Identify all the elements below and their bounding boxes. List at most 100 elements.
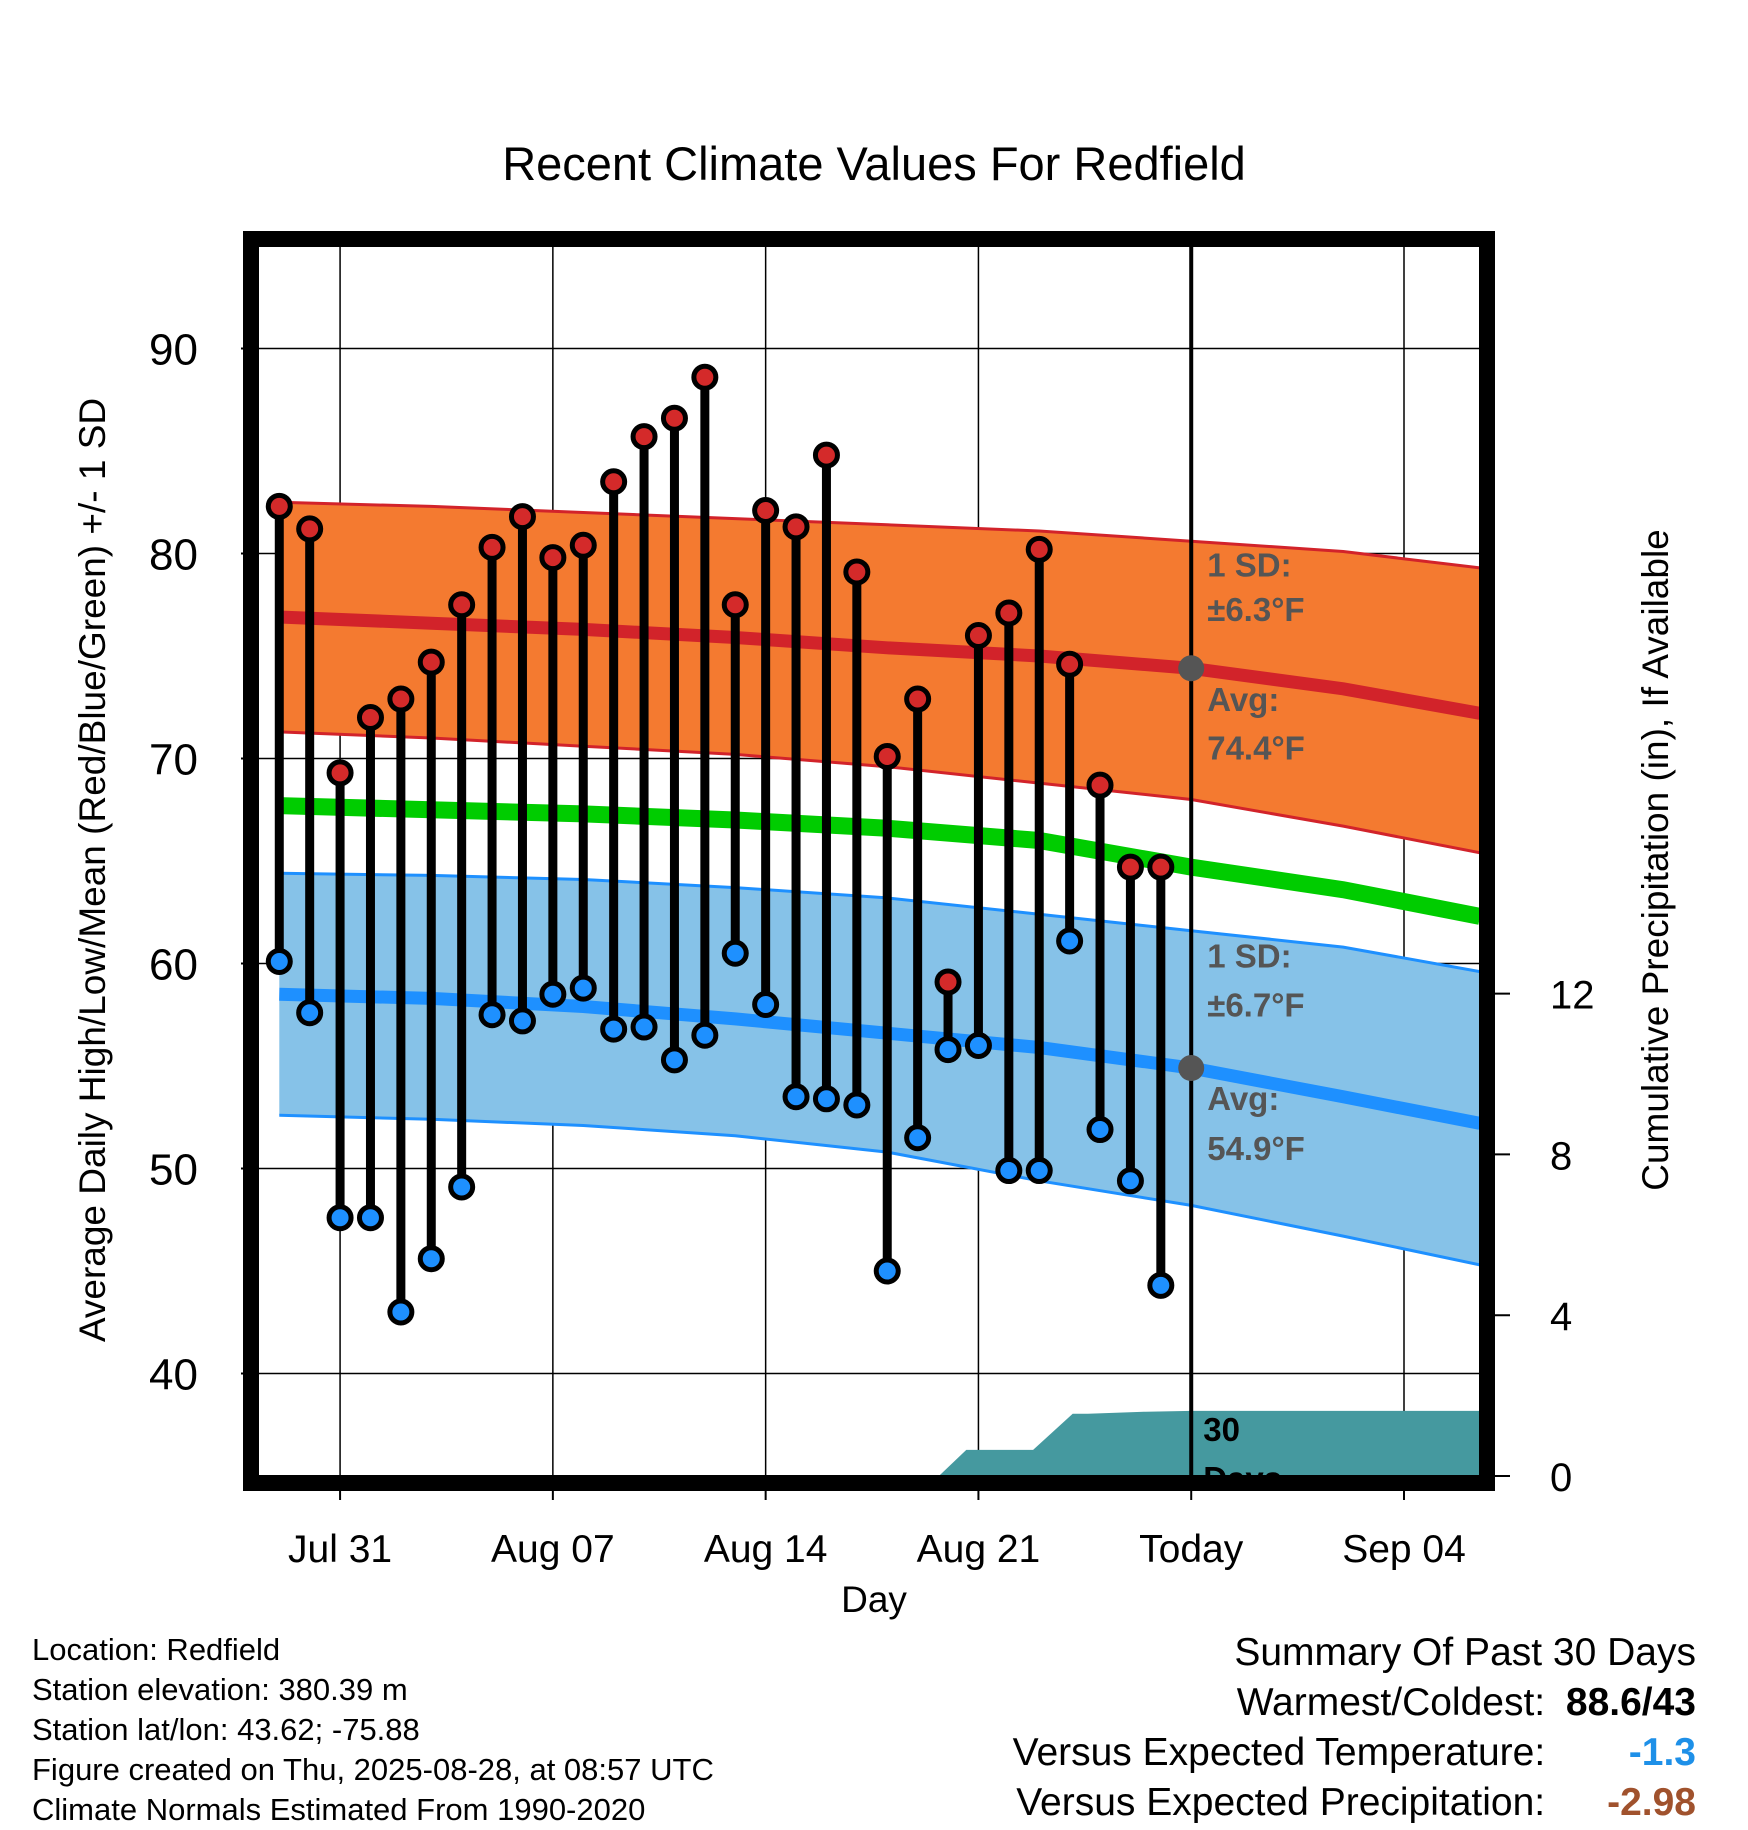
y-tick-label: 60 <box>149 941 198 990</box>
x-axis-label: Day <box>841 1579 907 1620</box>
daily-low-point <box>1116 1167 1144 1195</box>
normals-text: Climate Normals Estimated From 1990-2020 <box>32 1792 646 1827</box>
daily-high-point <box>660 404 688 432</box>
daily-high-point <box>812 441 840 469</box>
daily-low-point <box>1025 1157 1053 1185</box>
daily-low-point <box>326 1204 354 1232</box>
daily-low-point <box>630 1013 658 1041</box>
daily-low-point <box>508 1007 536 1035</box>
daily-low-point <box>569 974 597 1002</box>
low-avg-value: 54.9°F <box>1207 1130 1305 1167</box>
daily-high-point <box>934 968 962 996</box>
summary-precip-row: Versus Expected Precipitation: -2.98 <box>1013 1778 1696 1828</box>
daily-low-point <box>934 1036 962 1064</box>
daily-high-point <box>1056 650 1084 678</box>
latlon-text: Station lat/lon: 43.62; -75.88 <box>32 1712 420 1747</box>
summary-warmest-row: Warmest/Coldest: 88.6/43 <box>1013 1678 1696 1728</box>
daily-high-point <box>569 531 597 559</box>
summary-temp-row: Versus Expected Temperature: -1.3 <box>1013 1728 1696 1778</box>
daily-high-point <box>904 685 932 713</box>
y2-tick-label: 8 <box>1550 1134 1572 1178</box>
daily-low-point <box>752 991 780 1018</box>
summary-title: Summary Of Past 30 Days <box>1234 1631 1696 1674</box>
daily-high-point <box>478 533 506 561</box>
y2-axis-label: Cumulative Precipitation (in), If Availa… <box>1635 529 1676 1191</box>
window-label-number: 30 <box>1203 1411 1240 1448</box>
x-tick-label: Aug 14 <box>704 1528 828 1571</box>
daily-low-point <box>1056 927 1084 955</box>
daily-high-point <box>448 591 476 619</box>
daily-low-point <box>448 1173 476 1201</box>
daily-high-point <box>691 363 719 391</box>
daily-high-point <box>600 468 628 496</box>
daily-high-point <box>630 423 658 451</box>
window-label-unit: Days <box>1203 1460 1282 1497</box>
y-tick-label: 90 <box>149 326 198 375</box>
x-tick-label: Aug 21 <box>917 1528 1041 1571</box>
today-low-avg-marker <box>1178 1055 1205 1082</box>
high-band-upper-edge <box>279 500 1480 570</box>
y2-tick-label: 0 <box>1550 1456 1572 1500</box>
daily-high-point <box>1025 535 1053 563</box>
daily-low-point <box>843 1091 871 1119</box>
high-average-line <box>279 610 1480 720</box>
daily-high-point <box>782 513 810 541</box>
created-text: Figure created on Thu, 2025-08-28, at 08… <box>32 1752 714 1787</box>
y2-tick-label: 4 <box>1550 1295 1572 1339</box>
daily-low-point <box>417 1245 445 1273</box>
location-text: Location: Redfield <box>32 1632 281 1667</box>
high-avg-value: 74.4°F <box>1207 729 1305 766</box>
daily-high-point <box>1116 853 1144 881</box>
x-tick-label: Aug 07 <box>491 1528 615 1571</box>
daily-high-point <box>873 742 901 770</box>
precip-label: Versus Expected Precipitation: <box>1016 1781 1546 1824</box>
daily-low-point <box>265 947 293 975</box>
daily-high-point <box>995 599 1023 627</box>
y-axis-label: Average Daily High/Low/Mean (Red/Blue/Gr… <box>72 398 113 1342</box>
daily-high-point <box>417 648 445 676</box>
temp-value: -1.3 <box>1628 1731 1696 1774</box>
daily-high-point <box>356 704 384 731</box>
plot-area: 1 SD: ±6.3°F Avg: 74.4°F 1 SD: ±6.7°F Avg: 54.9… <box>258 246 1480 1497</box>
climate-chart: Recent Climate Values For Redfield 1 SD:… <box>72 137 1676 1620</box>
daily-high-point <box>1086 771 1114 799</box>
daily-low-point <box>691 1021 719 1049</box>
daily-low-point <box>600 1015 628 1043</box>
daily-high-point <box>964 622 992 649</box>
daily-low-point <box>539 980 567 1008</box>
y-tick-label: 40 <box>149 1351 198 1400</box>
high-avg-label: Avg: <box>1207 681 1279 718</box>
precip-value: -2.98 <box>1607 1781 1696 1824</box>
x-tick-label: Sep 04 <box>1342 1528 1466 1571</box>
plot-frame <box>243 231 1495 1491</box>
y-tick-label: 70 <box>149 736 198 785</box>
daily-high-point <box>326 759 354 787</box>
daily-low-point <box>782 1083 810 1111</box>
daily-high-point <box>265 492 293 520</box>
warmest-label: Warmest/Coldest: <box>1236 1681 1546 1724</box>
daily-low-point <box>812 1085 840 1113</box>
daily-low-point <box>721 939 749 967</box>
daily-low-point <box>387 1298 415 1326</box>
daily-low-point <box>660 1046 688 1074</box>
daily-low-point <box>1086 1116 1114 1144</box>
daily-high-point <box>296 515 324 543</box>
y-tick-label: 80 <box>149 531 198 580</box>
daily-low-point <box>1147 1271 1175 1299</box>
warmest-value: 88.6/43 <box>1565 1681 1696 1724</box>
daily-low-point <box>478 1001 506 1029</box>
daily-high-point <box>387 685 415 713</box>
daily-high-point <box>508 503 536 531</box>
y-tick-label: 50 <box>149 1146 198 1195</box>
daily-low-point <box>904 1124 932 1152</box>
chart-title: Recent Climate Values For Redfield <box>502 137 1246 190</box>
daily-high-point <box>721 591 749 619</box>
daily-high-point <box>752 496 780 524</box>
high-sd-value: ±6.3°F <box>1207 591 1304 628</box>
low-avg-label: Avg: <box>1207 1080 1279 1117</box>
low-sd-label: 1 SD: <box>1207 937 1291 974</box>
daily-high-point <box>539 544 567 572</box>
temp-label: Versus Expected Temperature: <box>1012 1731 1546 1774</box>
daily-low-point <box>995 1157 1023 1185</box>
elevation-text: Station elevation: 380.39 m <box>32 1672 408 1707</box>
